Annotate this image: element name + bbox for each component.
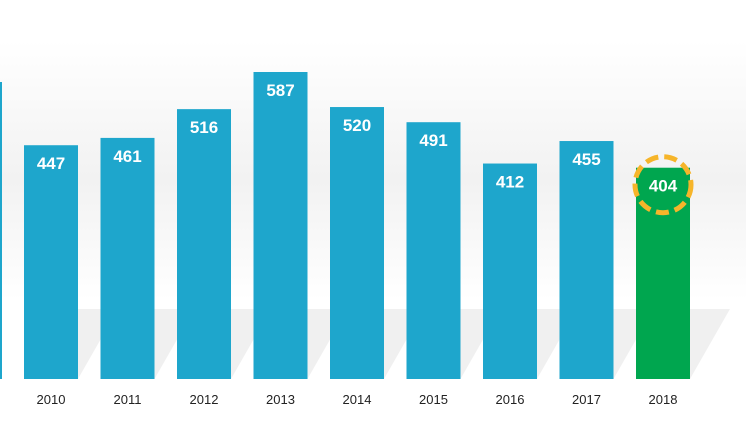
value-label-2010: 447 (37, 154, 65, 173)
x-tick-label-2016: 2016 (496, 392, 525, 407)
bar-2017 (559, 141, 614, 379)
bars (0, 72, 690, 380)
x-tick-label-2010: 2010 (37, 392, 66, 407)
value-label-2012: 516 (190, 118, 218, 137)
x-tick-label-2011: 2011 (114, 392, 142, 407)
value-label-2014: 520 (343, 116, 371, 135)
bar-2013 (253, 72, 308, 379)
x-tick-label-2015: 2015 (419, 392, 448, 407)
x-tick-label-2018: 2018 (649, 392, 678, 407)
value-label-2016: 412 (496, 173, 524, 192)
value-label-2017: 455 (572, 150, 600, 169)
bar-2018 (636, 167, 690, 379)
highlight-ring (632, 154, 694, 216)
x-tick-label-2014: 2014 (343, 392, 372, 407)
bar-2011 (100, 137, 155, 379)
value-label-2015: 491 (419, 131, 447, 150)
x-tick-label-2017: 2017 (572, 392, 601, 407)
value-label-2011: 461 (113, 147, 141, 166)
x-tick-label-2013: 2013 (266, 392, 295, 407)
bar-2009 (0, 82, 2, 379)
value-labels: 447 461 516 587 520 491 412 455 404 (37, 81, 694, 216)
x-axis-tick-labels: 2010 2011 2012 2013 2014 2015 2016 2017 2018 (37, 392, 678, 407)
bar-2014 (330, 107, 384, 379)
bar-2015 (406, 122, 461, 380)
x-tick-label-2012: 2012 (190, 392, 219, 407)
value-label-2013: 587 (266, 81, 294, 100)
bar-2010 (24, 145, 78, 379)
bar-2016 (483, 163, 537, 379)
value-label-2018: 404 (649, 177, 678, 196)
bar-2012 (177, 109, 231, 380)
